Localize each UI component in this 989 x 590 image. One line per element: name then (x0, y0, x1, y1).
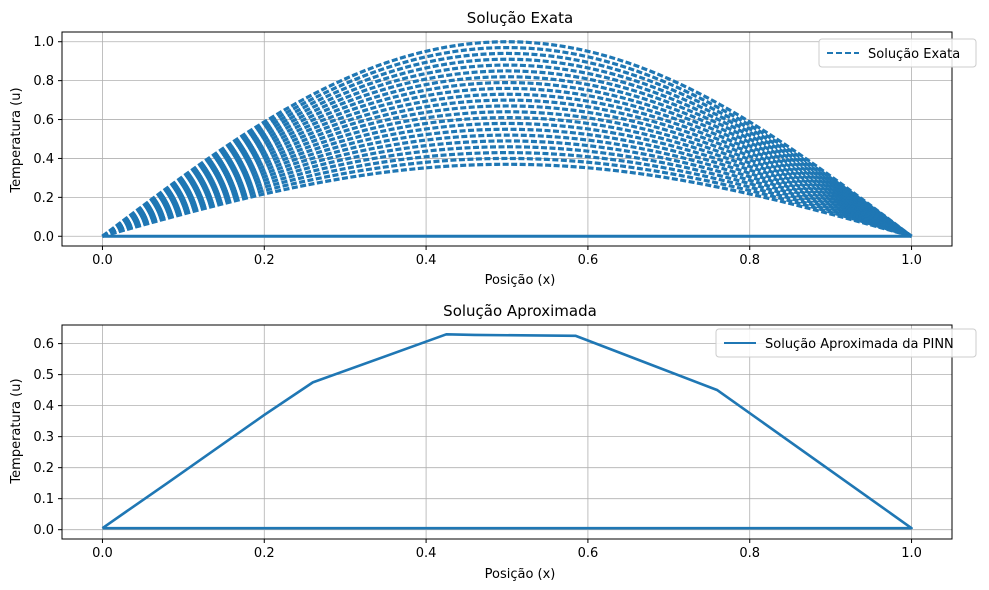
x-tick-label: 1.0 (901, 253, 922, 268)
series-line-exact (101, 63, 913, 238)
series-line-exact (101, 127, 913, 238)
legend-box (818, 38, 977, 68)
x-axis-label: Posição (x) (485, 567, 556, 582)
plot-area: 0.0 0.2 0.4 0.6 0.8 1.0 0.0 0.2 0.4 0.6 0.8 1.0 (33, 31, 953, 268)
series-line-exact (101, 115, 913, 238)
y-tick-label: 0.0 (33, 230, 54, 245)
y-tick-label: 0.4 (33, 152, 54, 167)
series-line-exact (101, 139, 913, 238)
series-line-exact (101, 92, 913, 238)
series-line-exact (101, 110, 913, 238)
legend: Solução Aproximada da PINN (715, 328, 977, 358)
legend: Solução Exata (818, 38, 977, 68)
legend-box (715, 328, 977, 358)
x-tick-label: 0.4 (416, 546, 437, 561)
axes-frame (61, 324, 953, 540)
y-tick-label: 0.5 (33, 368, 54, 383)
legend-label: Solução Exata (868, 47, 960, 62)
y-tick-label: 0.2 (33, 461, 54, 476)
chart-title: Solução Exata (467, 9, 573, 27)
chart-title: Solução Aproximada (443, 302, 597, 320)
x-tick-label: 0.4 (416, 253, 437, 268)
series-line-exact (101, 51, 913, 238)
y-tick-label: 0.6 (33, 113, 54, 128)
series-line-exact (102, 162, 912, 238)
x-tick-label: 1.0 (901, 546, 922, 561)
y-axis-label: Temperatura (u) (9, 378, 24, 484)
legend-label: Solução Aproximada da PINN (765, 337, 954, 352)
series-line-exact (101, 75, 913, 238)
series-line-exact (101, 133, 913, 238)
series-line-exact (101, 121, 913, 238)
approximate-solution-chart: Solução Aproximada 0.0 0.2 0.4 0.6 0.8 1.00.0… (9, 302, 977, 582)
y-tick-label: 0.1 (33, 492, 54, 507)
y-tick-label: 0.8 (33, 74, 54, 89)
y-axis-label: Temperatura (u) (9, 87, 24, 193)
x-tick-label: 0.0 (92, 253, 113, 268)
x-axis-label: Posição (x) (485, 273, 556, 288)
series-line-exact (101, 151, 913, 238)
series-line-exact (101, 69, 913, 238)
y-tick-label: 0.3 (33, 430, 54, 445)
y-tick-label: 0.2 (33, 191, 54, 206)
series-line-exact (101, 45, 913, 238)
series-line-exact (101, 145, 913, 238)
series-line-exact (101, 40, 913, 238)
series-line-exact (101, 86, 913, 238)
x-tick-label: 0.6 (578, 546, 599, 561)
series-line-pinn (101, 333, 913, 530)
x-tick-label: 0.8 (739, 253, 760, 268)
x-tick-label: 0.2 (254, 253, 275, 268)
plot-area: 0.0 0.2 0.4 0.6 0.8 1.0 0.0 0.1 0.2 0.3 0.4 0.5 0.6 (33, 324, 953, 561)
y-tick-label: 0.0 (33, 523, 54, 538)
series-line-exact (101, 57, 913, 238)
y-tick-label: 1.0 (33, 35, 54, 50)
x-tick-label: 0.2 (254, 546, 275, 561)
y-tick-label: 0.4 (33, 399, 54, 414)
x-tick-label: 0.8 (739, 546, 760, 561)
exact-solution-chart: Solução Exata 0.0 0.2 0.4 0.6 0.8 1.00.00.20.… (9, 9, 977, 288)
series-line-exact (101, 80, 913, 238)
axes-frame (61, 31, 953, 247)
series-line-exact (101, 104, 913, 238)
y-tick-label: 0.6 (33, 337, 54, 352)
series-line-exact (101, 156, 913, 238)
x-tick-label: 0.0 (92, 546, 113, 561)
x-tick-label: 0.6 (578, 253, 599, 268)
